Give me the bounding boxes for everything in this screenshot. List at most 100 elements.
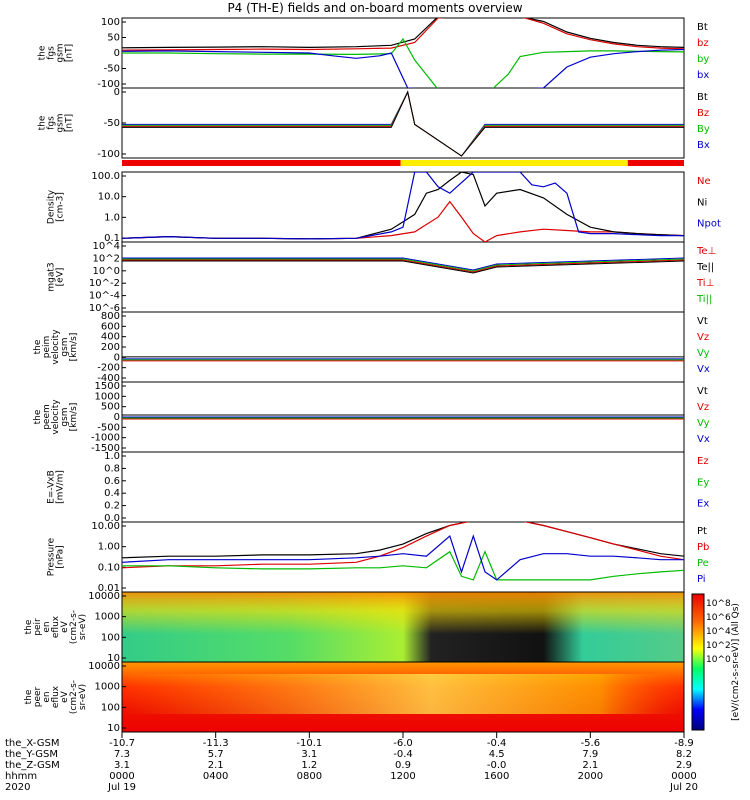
ylabel-line: en (42, 621, 52, 632)
ytick-label: 0.2 (104, 501, 120, 512)
ylabel-line: [mV/m] (56, 470, 66, 504)
ylabel-line: (cm2-s- (69, 610, 79, 644)
panel-frame-pressure (121, 521, 685, 593)
ytick-label: 400 (101, 332, 120, 343)
ytick-label: 0.6 (104, 476, 120, 487)
ylabel-line: gsm (60, 337, 70, 356)
ytick-label: 0.1 (104, 233, 120, 244)
ytick-label: 0 (114, 352, 120, 363)
panel-frame-efield (121, 451, 685, 523)
ylabel-line: the (38, 45, 48, 60)
time-tick-date: Jul 20 (670, 782, 698, 793)
time-tick-hhmm: 0000 (109, 771, 135, 782)
peir-spectrogram-highflux (122, 592, 684, 634)
ytick-label: 10^0 (93, 266, 120, 277)
ytick-label: 1.00 (98, 542, 120, 553)
series-fgs-bx (122, 48, 684, 88)
ylabel-line: [cm-3] (56, 192, 66, 222)
legend-label: Bx (697, 140, 710, 151)
field-zoom-trace (122, 90, 684, 157)
legend-label: Pb (697, 542, 709, 553)
ytick-label: -100 (97, 79, 120, 90)
ylabel-line: eV (60, 620, 70, 633)
time-tick-z: 2.1 (207, 760, 224, 771)
ylabel-line: peer (33, 686, 43, 707)
legend-label: bz (697, 38, 709, 49)
ylabel-line: sr-eV) (78, 614, 88, 640)
ytick-label: 100 (101, 17, 120, 28)
ylabel-line: sr-eV) (78, 684, 88, 710)
ytick-label: 1000 (95, 682, 120, 693)
ylabel-line: gsm (56, 113, 66, 132)
ylabel-line: eflux (51, 615, 61, 638)
ylabel-line: E=-VxB (47, 470, 57, 504)
legend-label: Ne (697, 176, 711, 187)
mode-bar-segment (122, 160, 401, 166)
colorbar-label: [eV/(cm2-s-sr-eV)] (All Qs) (731, 603, 741, 721)
ytick-label: 50 (107, 33, 120, 44)
time-tick-y: 5.7 (207, 749, 224, 760)
time-tick-hhmm: 0000 (671, 771, 697, 782)
legend-label: Pe (697, 558, 709, 569)
ylabel-line: eflux (51, 685, 61, 708)
time-tick-hhmm: 0400 (202, 771, 229, 782)
ytick-label: -50 (104, 64, 120, 75)
legend-label: Te|| (696, 262, 714, 273)
ylabel-line: the (33, 339, 43, 354)
legend-label: Vx (697, 364, 710, 375)
time-tick-hhmm: 1200 (390, 771, 416, 782)
ytick-label: -100 (97, 149, 120, 160)
ytick-label: 0.01 (98, 583, 120, 594)
ylabel-line: [eV] (56, 268, 66, 287)
time-row-label: 2020 (5, 782, 31, 793)
ylabel-line: (cm2-s- (69, 680, 79, 714)
legend-label: Pt (697, 526, 707, 537)
temperature-trace (122, 259, 685, 273)
time-tick-y: 3.1 (301, 749, 318, 760)
legend-label: Pi (697, 574, 706, 585)
series-fgs-by (122, 37, 684, 88)
ytick-label: 600 (101, 321, 120, 332)
legend-label: Bz (697, 108, 709, 119)
legend-label: Ez (697, 456, 709, 467)
time-tick-z: 2.1 (582, 760, 599, 771)
ytick-label: 10.0 (98, 192, 120, 203)
ylabel-line: peir (33, 618, 43, 636)
series-pressure-Pe (122, 550, 684, 581)
ytick-label: 0 (114, 87, 120, 98)
ylabel-line: velocity (51, 399, 61, 435)
ytick-label: 1.0 (104, 212, 120, 223)
ytick-label: 0.0 (104, 513, 120, 524)
time-tick-y: 7.3 (114, 749, 130, 760)
time-row-label: the_Y-GSM (5, 749, 59, 760)
legend-label: Vy (697, 348, 710, 359)
series-pressure-Pt (122, 522, 684, 559)
panel-frame-temp (121, 241, 685, 313)
ytick-label: 100.0 (91, 171, 120, 182)
ytick-label: 500 (101, 402, 120, 413)
legend-label: Ti⊥ (696, 278, 714, 289)
colorbar-tick: 10^2 (706, 641, 731, 651)
legend-label: Te⊥ (696, 246, 716, 257)
time-tick-hhmm: 2000 (577, 771, 604, 782)
ylabel-line: fgs (47, 46, 57, 60)
mode-bar-segment (627, 160, 684, 166)
colorbar-tick: 10^0 (706, 655, 731, 665)
ylabel-line: eV (60, 690, 70, 703)
ylabel-line: the (24, 689, 34, 704)
time-tick-z: 3.1 (114, 760, 130, 771)
time-tick-z: -0.0 (486, 760, 507, 771)
legend-label: Vy (697, 418, 710, 429)
ytick-label: -50 (104, 118, 120, 129)
time-tick-y: -0.4 (393, 749, 413, 760)
ytick-label: 100 (101, 702, 120, 713)
plot-title: P4 (TH-E) fields and on-board moments ov… (227, 1, 523, 15)
ytick-label: 0 (114, 48, 120, 59)
ytick-label: 0.10 (98, 562, 120, 573)
ytick-label: 1000 (95, 612, 120, 623)
ytick-label: -400 (97, 373, 120, 384)
ytick-label: 0.8 (104, 463, 120, 474)
ylabel-line: peim (42, 336, 52, 359)
time-tick-x: -6.0 (393, 738, 413, 749)
panel-frame-fgs-zoom (121, 87, 685, 159)
